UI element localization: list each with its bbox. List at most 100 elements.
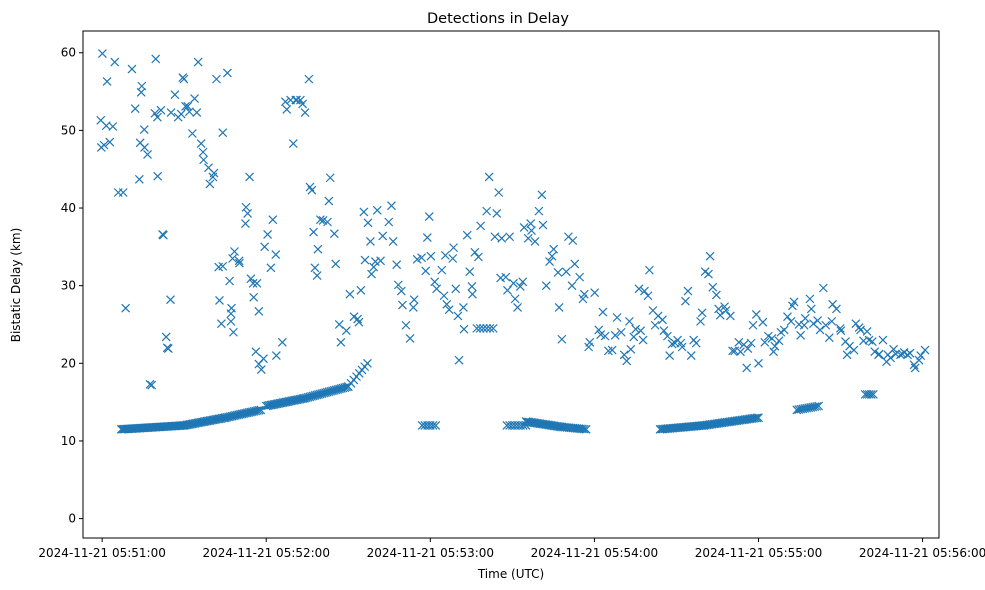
data-point <box>331 259 341 269</box>
data-point <box>867 337 877 346</box>
data-point <box>243 209 253 218</box>
data-point <box>150 108 160 118</box>
y-tick-label: 10 <box>61 434 76 448</box>
data-point <box>249 292 259 302</box>
data-point <box>462 230 472 240</box>
data-point <box>248 278 258 288</box>
data-point <box>818 283 828 293</box>
data-point <box>334 320 344 329</box>
data-point <box>170 90 180 100</box>
data-point <box>252 278 262 288</box>
data-point <box>903 350 912 360</box>
track-point <box>577 424 587 434</box>
data-point <box>263 229 273 239</box>
data-point <box>590 288 600 298</box>
data-point <box>196 139 206 149</box>
x-axis-label: Time (UTC) <box>477 567 544 581</box>
data-point <box>176 109 186 119</box>
data-point <box>813 316 822 326</box>
data-point <box>557 334 567 344</box>
data-point <box>527 226 536 235</box>
data-point <box>215 295 224 305</box>
data-point <box>280 97 290 107</box>
data-point <box>705 251 715 261</box>
track-point <box>864 389 874 399</box>
data-point <box>774 336 784 346</box>
data-point <box>310 263 320 273</box>
data-point <box>886 353 896 363</box>
data-point <box>889 344 899 354</box>
track-point <box>814 401 824 411</box>
data-point <box>401 320 411 330</box>
track-point <box>298 394 308 403</box>
data-point <box>509 278 518 288</box>
data-point <box>193 57 203 67</box>
data-point <box>743 344 753 353</box>
data-point <box>575 272 585 282</box>
data-point <box>607 345 617 355</box>
data-point <box>663 331 672 341</box>
track-point <box>362 358 372 368</box>
data-point <box>300 108 310 117</box>
data-point <box>161 332 171 342</box>
data-point <box>387 201 396 211</box>
data-point <box>474 252 483 262</box>
track-point <box>308 391 318 401</box>
data-point <box>152 112 162 122</box>
data-point <box>432 284 442 294</box>
data-point <box>307 185 317 195</box>
data-point <box>758 317 768 327</box>
track-point <box>249 406 259 416</box>
data-point <box>153 171 163 181</box>
track-point <box>866 389 876 399</box>
data-point <box>626 344 636 354</box>
data-point <box>298 99 308 109</box>
y-tick-label: 60 <box>61 46 76 60</box>
data-point <box>228 327 238 337</box>
track-point <box>472 323 482 333</box>
data-point <box>665 351 675 360</box>
data-point <box>392 260 402 270</box>
data-point <box>553 268 563 277</box>
data-point <box>579 289 589 299</box>
track-point <box>322 387 332 397</box>
data-point <box>631 324 641 334</box>
data-point <box>640 286 649 296</box>
track-point <box>581 424 591 434</box>
track-point <box>246 407 256 417</box>
data-point <box>312 271 322 280</box>
data-point <box>409 295 419 305</box>
data-point <box>622 356 632 366</box>
data-point <box>228 254 238 263</box>
data-point <box>821 320 831 330</box>
track-point <box>234 410 244 420</box>
data-point <box>145 379 155 389</box>
data-point <box>470 247 480 257</box>
data-point <box>561 267 571 277</box>
data-point <box>650 320 660 330</box>
x-tick-label: 2024-11-21 05:53:00 <box>367 546 494 560</box>
data-point <box>492 209 502 218</box>
data-point <box>827 316 837 326</box>
data-point <box>97 49 107 58</box>
track-point <box>222 412 232 422</box>
track-point <box>252 406 262 416</box>
data-point <box>121 303 131 313</box>
x-tick-label: 2024-11-21 05:56:00 <box>859 546 985 560</box>
data-point <box>805 294 815 304</box>
data-point <box>854 323 864 333</box>
data-point <box>554 302 564 312</box>
data-point <box>728 346 737 356</box>
data-point <box>421 266 431 276</box>
data-point <box>697 308 707 318</box>
data-point <box>396 286 406 296</box>
data-point <box>225 276 235 286</box>
track-point <box>247 407 257 417</box>
data-point <box>140 143 149 152</box>
y-tick-label: 50 <box>61 123 76 137</box>
data-point <box>905 348 915 358</box>
data-point <box>704 269 713 279</box>
data-point <box>259 354 268 364</box>
data-point <box>638 335 648 345</box>
